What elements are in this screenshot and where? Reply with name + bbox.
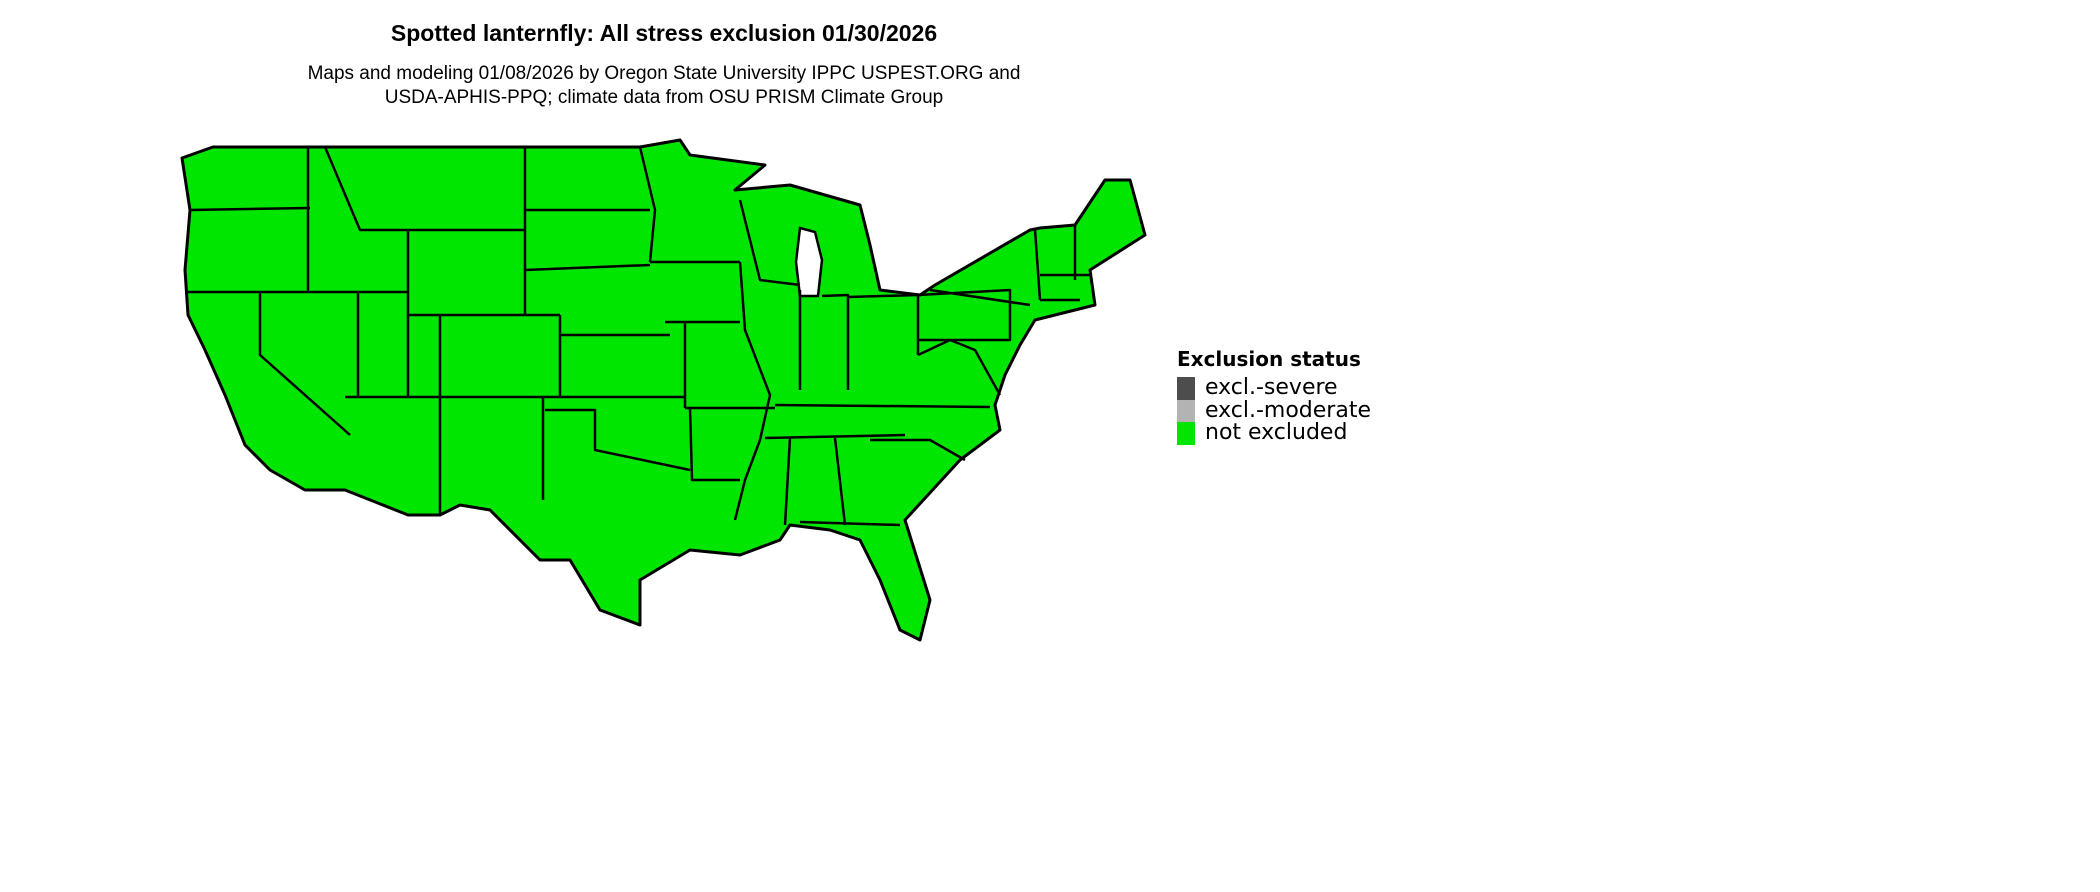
map-title: Spotted lanternfly: All stress exclusion…: [390, 20, 938, 46]
map-subtitle-line-1: Maps and modeling 01/08/2026 by Oregon S…: [307, 63, 1021, 84]
legend-label: excl.-moderate: [1205, 397, 1371, 423]
legend-item-severe: excl.-severe: [1177, 377, 1371, 400]
lake-michigan: [794, 226, 824, 298]
legend-swatch: [1177, 422, 1195, 445]
legend-label: excl.-severe: [1205, 375, 1338, 401]
legend: Exclusion status excl.-severe excl.-mode…: [1177, 347, 1371, 445]
legend-swatch: [1177, 377, 1195, 400]
state-borders: [188, 146, 1090, 527]
legend-item-not-excluded: not excluded: [1177, 422, 1371, 445]
map-subtitle-line-2: USDA-APHIS-PPQ; climate data from OSU PR…: [384, 87, 944, 108]
legend-label: not excluded: [1205, 420, 1348, 446]
us-outline: [180, 138, 1147, 642]
legend-swatch: [1177, 399, 1195, 422]
legend-item-moderate: excl.-moderate: [1177, 397, 1371, 423]
legend-title: Exclusion status: [1177, 347, 1361, 371]
